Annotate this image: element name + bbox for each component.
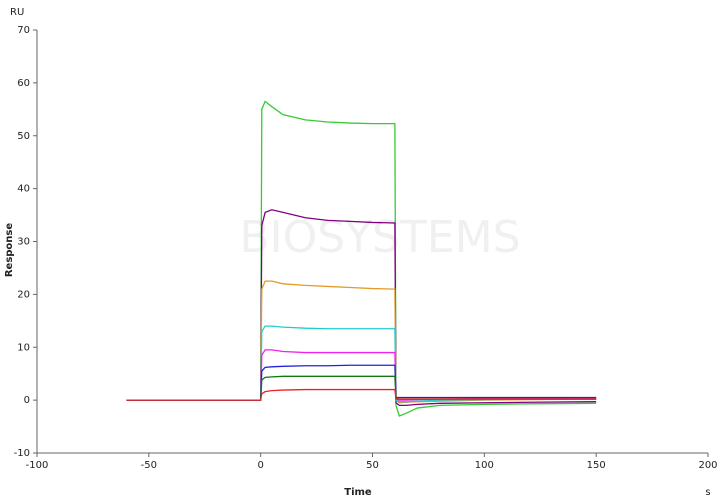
- sensorgram-line: [126, 349, 597, 401]
- y-tick-label: 0: [24, 395, 30, 406]
- y-tick-label: 10: [17, 342, 30, 353]
- watermark: BIOSYSTEMS: [239, 212, 520, 263]
- x-tick-label: 0: [257, 460, 263, 471]
- sensorgram-line: [126, 388, 597, 401]
- x-tick-label: 150: [587, 460, 606, 471]
- y-tick-label: 70: [17, 25, 30, 36]
- x-tick-label: 100: [475, 460, 494, 471]
- x-tick-label: -50: [141, 460, 157, 471]
- y-tick-label: 30: [17, 237, 30, 248]
- y-tick-label: -10: [14, 448, 30, 459]
- sensorgram-line: [126, 325, 597, 403]
- x-unit: s: [705, 487, 710, 498]
- y-unit: RU: [10, 7, 24, 18]
- sensorgram-line: [126, 364, 597, 401]
- x-tick-label: 50: [366, 460, 379, 471]
- x-tick-label: -100: [26, 460, 49, 471]
- y-tick-label: 50: [17, 131, 30, 142]
- y-axis-title: Response: [4, 223, 15, 278]
- y-tick-label: 40: [17, 184, 30, 195]
- y-tick-label: 20: [17, 289, 30, 300]
- x-axis-title: Time: [344, 487, 372, 498]
- x-tick-label: 200: [698, 460, 717, 471]
- sensorgram-line: [126, 375, 597, 401]
- y-tick-label: 60: [17, 78, 30, 89]
- sensorgram-line: [126, 280, 597, 404]
